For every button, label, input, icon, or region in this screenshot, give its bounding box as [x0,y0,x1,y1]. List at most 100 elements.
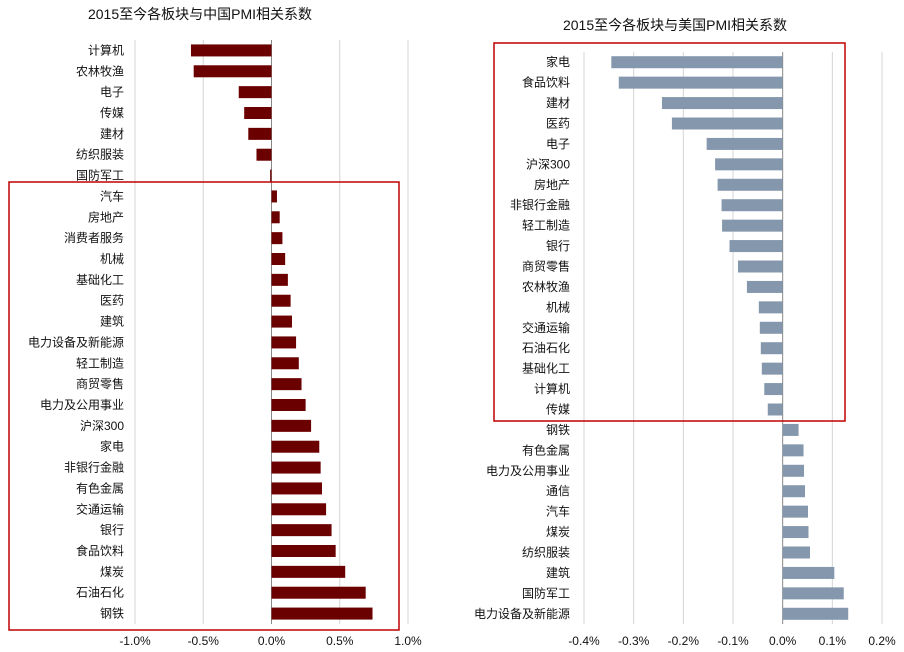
left-category-label: 交通运输 [76,501,124,516]
left-bar [271,545,336,557]
right-x-tick-label: 0.0% [769,634,797,648]
left-bar [271,440,320,453]
left-bar [271,294,291,307]
left-x-tick-label: -0.5% [188,634,220,648]
left-bar [271,336,297,349]
right-category-label: 食品饮料 [522,75,570,90]
left-bar [248,127,272,140]
left-category-label: 银行 [100,523,124,537]
right-bar [661,97,783,110]
right-bar [717,178,783,191]
right-bar [782,587,844,600]
right-bar [782,526,809,539]
right-bar [767,403,783,416]
left-highlight-box [8,181,400,631]
right-bar [782,566,835,579]
right-category-label: 通信 [546,484,570,498]
left-x-tick-label: 0.5% [326,634,354,648]
right-bar [758,301,783,314]
right-category-label: 国防军工 [522,585,570,600]
right-x-tick-label: 0.1% [819,634,847,648]
right-x-tick-label: -0.4% [568,634,600,648]
left-category-label: 纺织服装 [76,148,124,162]
right-category-label: 电力设备及新能源 [474,606,570,621]
left-bar [256,148,272,161]
right-bar [782,464,805,477]
right-highlight-box [493,42,846,422]
right-category-label: 家电 [546,54,570,69]
left-category-label: 电子 [100,85,124,99]
right-bar [715,158,783,171]
right-bar [729,240,783,253]
left-category-label: 沪深300 [80,419,124,433]
right-category-label: 电子 [546,137,570,151]
right-bar [721,199,783,212]
left-bar [271,503,327,516]
right-category-label: 汽车 [546,504,570,519]
left-category-label: 商贸零售 [76,376,124,391]
right-category-label: 机械 [546,299,570,314]
left-bar [271,273,288,286]
left-category-label: 传媒 [100,105,124,120]
left-bar [270,169,272,182]
right-category-label: 轻工制造 [522,219,570,233]
left-category-label: 轻工制造 [76,356,124,370]
right-bar [782,444,804,457]
left-category-label: 计算机 [88,42,124,57]
right-category-label: 石油石化 [522,341,570,355]
left-bar [271,524,332,537]
right-bar [764,383,783,396]
left-bar [271,378,302,391]
right-category-label: 银行 [546,239,570,253]
right-bar [759,321,783,334]
left-category-label: 国防军工 [76,168,124,183]
left-category-label: 非银行金融 [64,460,124,475]
right-category-label: 房地产 [534,177,570,192]
left-bar [190,44,272,57]
left-category-label: 医药 [100,294,124,308]
right-chart-title: 2015至今各板块与美国PMI相关系数 [563,17,787,33]
left-bar [271,211,280,224]
right-bar [671,117,783,130]
right-bar [706,137,783,150]
right-category-label: 非银行金融 [510,197,570,212]
left-category-label: 房地产 [88,209,124,224]
left-category-label: 电力设备及新能源 [28,334,124,349]
right-category-label: 电力及公用事业 [486,464,570,478]
left-bar [271,482,323,495]
right-bar [746,280,783,293]
right-category-label: 医药 [546,117,570,131]
left-category-label: 煤炭 [100,565,124,579]
left-bar [271,190,277,203]
right-category-label: 建筑 [546,565,570,580]
right-category-label: 农林牧渔 [522,280,570,294]
left-category-label: 消费者服务 [64,230,124,245]
left-bar [271,586,366,599]
right-category-label: 商贸零售 [522,259,570,274]
left-bar [244,107,272,119]
left-bar [271,232,283,245]
left-category-label: 食品饮料 [76,543,124,558]
left-category-label: 有色金属 [76,480,124,495]
left-x-tick-label: 0.0% [258,634,286,648]
left-bar [271,607,373,620]
left-bar [238,86,272,99]
left-bar [271,399,306,411]
left-category-label: 建筑 [100,314,124,329]
right-category-label: 煤炭 [546,525,570,539]
right-x-tick-label: -0.2% [668,634,700,648]
right-bar [782,505,808,518]
left-bar [271,419,312,432]
left-bar [271,565,346,578]
right-bar [782,423,799,436]
right-bar [722,219,783,232]
right-category-label: 有色金属 [522,442,570,457]
right-x-tick-label: 0.2% [868,634,896,648]
left-category-label: 汽车 [100,188,124,203]
right-category-label: 计算机 [534,381,570,396]
left-category-label: 基础化工 [76,273,124,287]
right-category-label: 钢铁 [546,423,570,437]
left-category-label: 机械 [100,251,124,266]
right-category-label: 建材 [546,96,570,110]
